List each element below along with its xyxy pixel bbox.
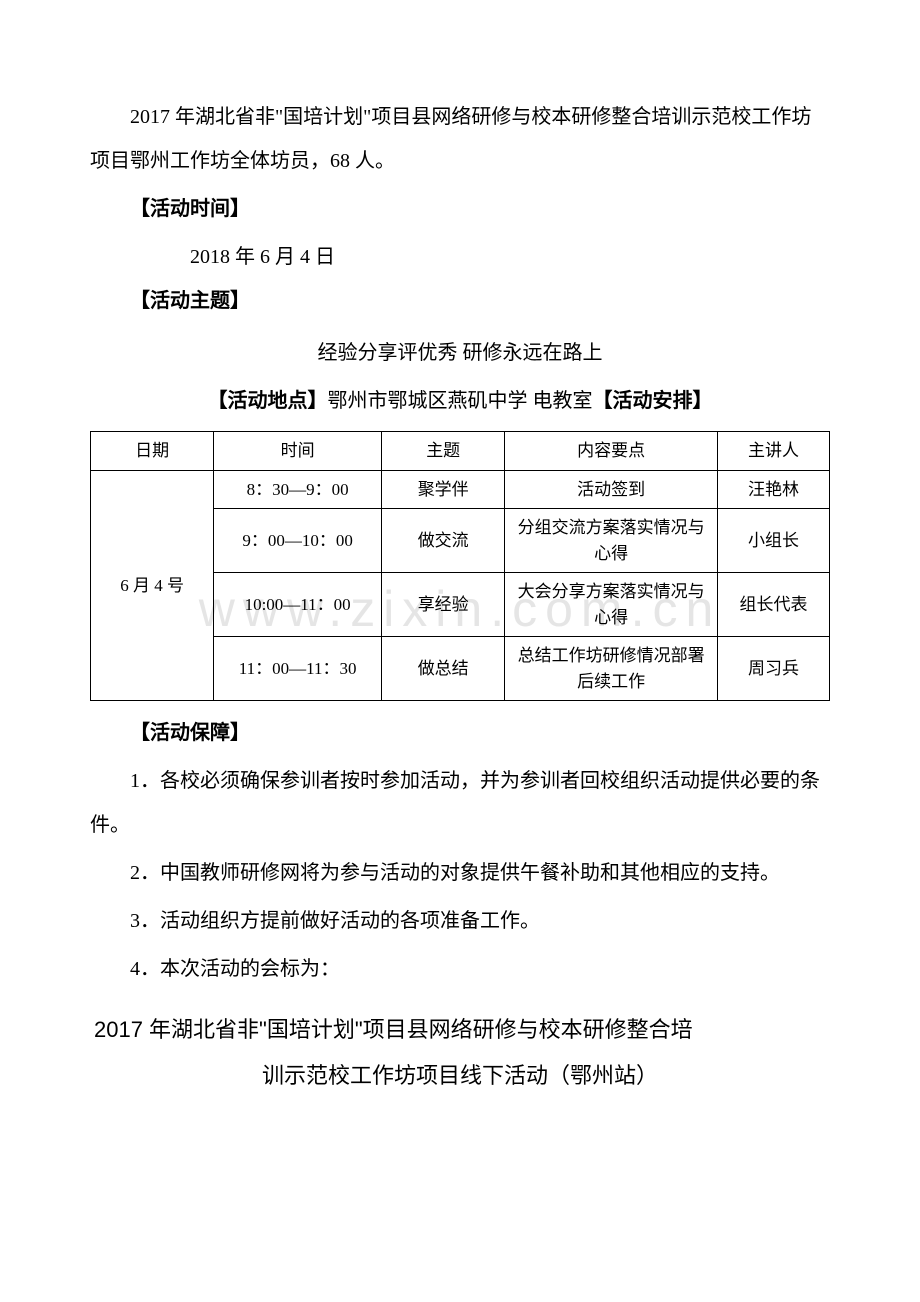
guarantee-item: 1．各校必须确保参训者按时参加活动，并为参训者回校组织活动提供必要的条件。 [90,759,830,847]
table-header-row: 日期 时间 主题 内容要点 主讲人 [91,432,830,471]
location-text: 鄂州市鄂城区燕矶中学 电教室 [328,390,593,412]
cell-topic: 聚学伴 [382,470,505,509]
header-time: 时间 [214,432,382,471]
cell-speaker: 组长代表 [718,573,830,637]
table-row: 6 月 4 号 8：30—9：00 聚学伴 活动签到 汪艳林 [91,470,830,509]
activity-date: 2018 年 6 月 4 日 [90,235,830,279]
cell-content: 大会分享方案落实情况与心得 [505,573,718,637]
cell-content: 活动签到 [505,470,718,509]
cell-speaker: 小组长 [718,509,830,573]
guarantee-item: 3．活动组织方提前做好活动的各项准备工作。 [90,899,830,943]
cell-time: 11：00—11：30 [214,637,382,701]
section-guarantee-label: 【活动保障】 [90,711,830,755]
section-theme-label: 【活动主题】 [90,279,830,323]
location-line: 【活动地点】鄂州市鄂城区燕矶中学 电教室【活动安排】 [90,379,830,423]
section-time-label: 【活动时间】 [90,187,830,231]
cell-content: 分组交流方案落实情况与心得 [505,509,718,573]
cell-topic: 做总结 [382,637,505,701]
cell-time: 9：00—10：00 [214,509,382,573]
header-speaker: 主讲人 [718,432,830,471]
cell-content: 总结工作坊研修情况部署后续工作 [505,637,718,701]
document-content: 2017 年湖北省非"国培计划"项目县网络研修与校本研修整合培训示范校工作坊项目… [90,95,830,1099]
footer-title-line1: 2017 年湖北省非"国培计划"项目县网络研修与校本研修整合培 [90,1007,830,1053]
header-content: 内容要点 [505,432,718,471]
guarantee-item: 2．中国教师研修网将为参与活动的对象提供午餐补助和其他相应的支持。 [90,851,830,895]
cell-topic: 享经验 [382,573,505,637]
header-topic: 主题 [382,432,505,471]
cell-speaker: 汪艳林 [718,470,830,509]
cell-topic: 做交流 [382,509,505,573]
theme-text: 经验分享评优秀 研修永远在路上 [90,327,830,379]
header-date: 日期 [91,432,214,471]
cell-time: 10:00—11：00 [214,573,382,637]
schedule-table: 日期 时间 主题 内容要点 主讲人 6 月 4 号 8：30—9：00 聚学伴 … [90,431,830,701]
cell-speaker: 周习兵 [718,637,830,701]
arrangement-label: 【活动安排】 [593,390,713,412]
cell-date: 6 月 4 号 [91,470,214,701]
intro-paragraph: 2017 年湖北省非"国培计划"项目县网络研修与校本研修整合培训示范校工作坊项目… [90,95,830,183]
guarantee-item: 4．本次活动的会标为： [90,947,830,991]
cell-time: 8：30—9：00 [214,470,382,509]
footer-title-line2: 训示范校工作坊项目线下活动（鄂州站） [90,1053,830,1099]
location-label: 【活动地点】 [208,390,328,412]
